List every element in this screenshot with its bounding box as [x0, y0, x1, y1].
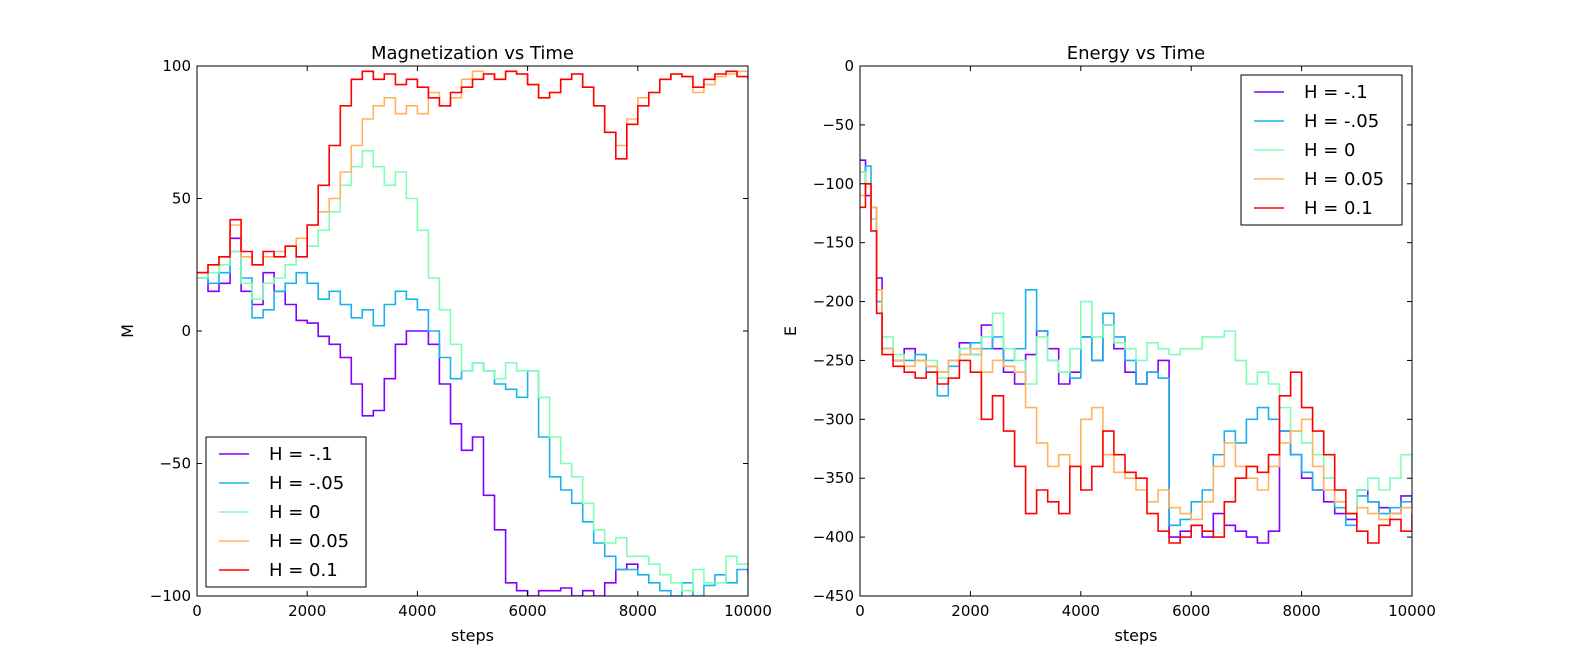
y-tick-label-1-5: −200 — [813, 293, 854, 311]
legend-label-0-0: H = -.1 — [269, 444, 333, 465]
y-tick-label-1-9: 0 — [844, 57, 854, 75]
x-tick-label-0-3: 6000 — [509, 602, 547, 620]
y-axis-label-1: E — [781, 326, 800, 336]
y-tick-label-1-4: −250 — [813, 351, 854, 369]
y-tick-label-1-1: −400 — [813, 528, 854, 546]
series-line-1-4 — [860, 183, 1412, 544]
x-tick-label-1-5: 10000 — [1388, 602, 1436, 620]
x-tick-label-1-1: 2000 — [951, 602, 989, 620]
y-tick-label-1-8: −50 — [822, 116, 854, 134]
y-tick-label-0-0: −100 — [150, 587, 191, 605]
x-axis-label-0: steps — [451, 626, 494, 645]
y-tick-label-0-2: 0 — [181, 322, 191, 340]
chart-title-1: Energy vs Time — [1067, 43, 1206, 64]
legend-label-1-4: H = 0.1 — [1304, 198, 1373, 219]
series-line-0-0 — [197, 237, 639, 596]
y-tick-label-1-6: −150 — [813, 234, 854, 252]
y-tick-label-1-2: −350 — [813, 469, 854, 487]
legend-label-0-1: H = -.05 — [269, 473, 344, 494]
y-tick-label-0-4: 100 — [162, 57, 191, 75]
series-line-1-1 — [860, 165, 1412, 527]
legend-label-1-1: H = -.05 — [1304, 111, 1379, 132]
legend-label-1-0: H = -.1 — [1304, 82, 1368, 103]
legend-label-1-2: H = 0 — [1304, 140, 1356, 161]
y-tick-label-0-3: 50 — [172, 190, 191, 208]
y-tick-label-1-3: −300 — [813, 410, 854, 428]
y-axis-label-0: M — [118, 324, 137, 338]
legend-label-1-3: H = 0.05 — [1304, 169, 1384, 190]
y-tick-label-1-7: −100 — [813, 175, 854, 193]
series-line-0-2 — [197, 150, 748, 592]
x-tick-label-1-0: 0 — [855, 602, 865, 620]
chart-title-0: Magnetization vs Time — [371, 43, 574, 64]
y-tick-label-0-1: −50 — [159, 455, 191, 473]
series-line-1-3 — [860, 183, 1412, 521]
y-tick-label-1-0: −450 — [813, 587, 854, 605]
series-line-0-4 — [197, 70, 748, 274]
x-tick-label-0-2: 4000 — [398, 602, 436, 620]
legend-label-0-3: H = 0.05 — [269, 531, 349, 552]
x-tick-label-1-4: 8000 — [1283, 602, 1321, 620]
legend-label-0-4: H = 0.1 — [269, 560, 338, 581]
x-tick-label-0-4: 8000 — [619, 602, 657, 620]
x-axis-label-1: steps — [1115, 626, 1158, 645]
x-tick-label-0-0: 0 — [192, 602, 202, 620]
legend-label-0-2: H = 0 — [269, 502, 321, 523]
x-tick-label-0-5: 10000 — [724, 602, 772, 620]
x-tick-label-1-3: 6000 — [1172, 602, 1210, 620]
plot-frame-1 — [859, 65, 1413, 597]
x-tick-label-1-2: 4000 — [1062, 602, 1100, 620]
x-tick-label-0-1: 2000 — [288, 602, 326, 620]
